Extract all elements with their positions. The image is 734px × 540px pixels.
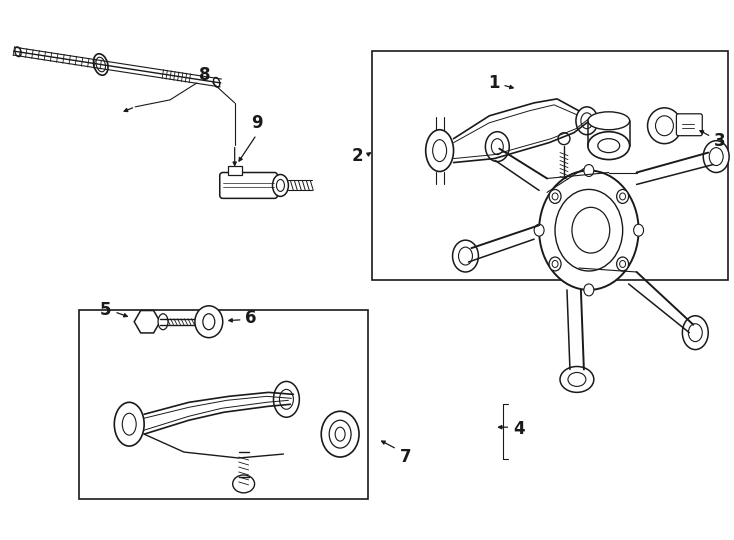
Ellipse shape bbox=[485, 132, 509, 161]
Ellipse shape bbox=[560, 367, 594, 393]
Ellipse shape bbox=[549, 190, 561, 204]
Ellipse shape bbox=[588, 112, 630, 130]
Ellipse shape bbox=[274, 381, 299, 417]
Text: 8: 8 bbox=[199, 66, 211, 84]
Text: 2: 2 bbox=[352, 146, 363, 165]
Ellipse shape bbox=[633, 224, 644, 236]
Ellipse shape bbox=[453, 240, 479, 272]
Ellipse shape bbox=[272, 174, 288, 197]
Text: 5: 5 bbox=[100, 301, 112, 319]
Ellipse shape bbox=[426, 130, 454, 172]
Text: 6: 6 bbox=[244, 309, 256, 327]
Ellipse shape bbox=[683, 316, 708, 349]
Text: 3: 3 bbox=[714, 132, 726, 150]
Ellipse shape bbox=[534, 224, 544, 236]
FancyBboxPatch shape bbox=[219, 172, 277, 198]
Ellipse shape bbox=[703, 140, 729, 172]
Ellipse shape bbox=[15, 47, 21, 57]
Bar bbox=[79, 310, 368, 499]
Ellipse shape bbox=[576, 107, 597, 134]
Ellipse shape bbox=[158, 314, 168, 330]
FancyBboxPatch shape bbox=[677, 114, 702, 136]
Ellipse shape bbox=[233, 475, 255, 493]
Text: 7: 7 bbox=[400, 448, 412, 466]
Text: 1: 1 bbox=[488, 74, 499, 92]
Text: 9: 9 bbox=[251, 114, 262, 132]
Ellipse shape bbox=[214, 77, 219, 87]
Ellipse shape bbox=[584, 284, 594, 296]
Ellipse shape bbox=[195, 306, 222, 338]
Bar bbox=[372, 51, 728, 280]
Ellipse shape bbox=[549, 257, 561, 271]
Ellipse shape bbox=[617, 190, 628, 204]
Text: 4: 4 bbox=[513, 420, 525, 438]
Ellipse shape bbox=[617, 257, 628, 271]
Bar bbox=[228, 166, 241, 176]
Ellipse shape bbox=[647, 108, 681, 144]
Ellipse shape bbox=[93, 54, 108, 75]
Ellipse shape bbox=[115, 402, 144, 446]
Ellipse shape bbox=[321, 411, 359, 457]
Ellipse shape bbox=[588, 132, 630, 160]
Ellipse shape bbox=[558, 133, 570, 145]
Ellipse shape bbox=[539, 171, 639, 290]
Ellipse shape bbox=[584, 165, 594, 177]
